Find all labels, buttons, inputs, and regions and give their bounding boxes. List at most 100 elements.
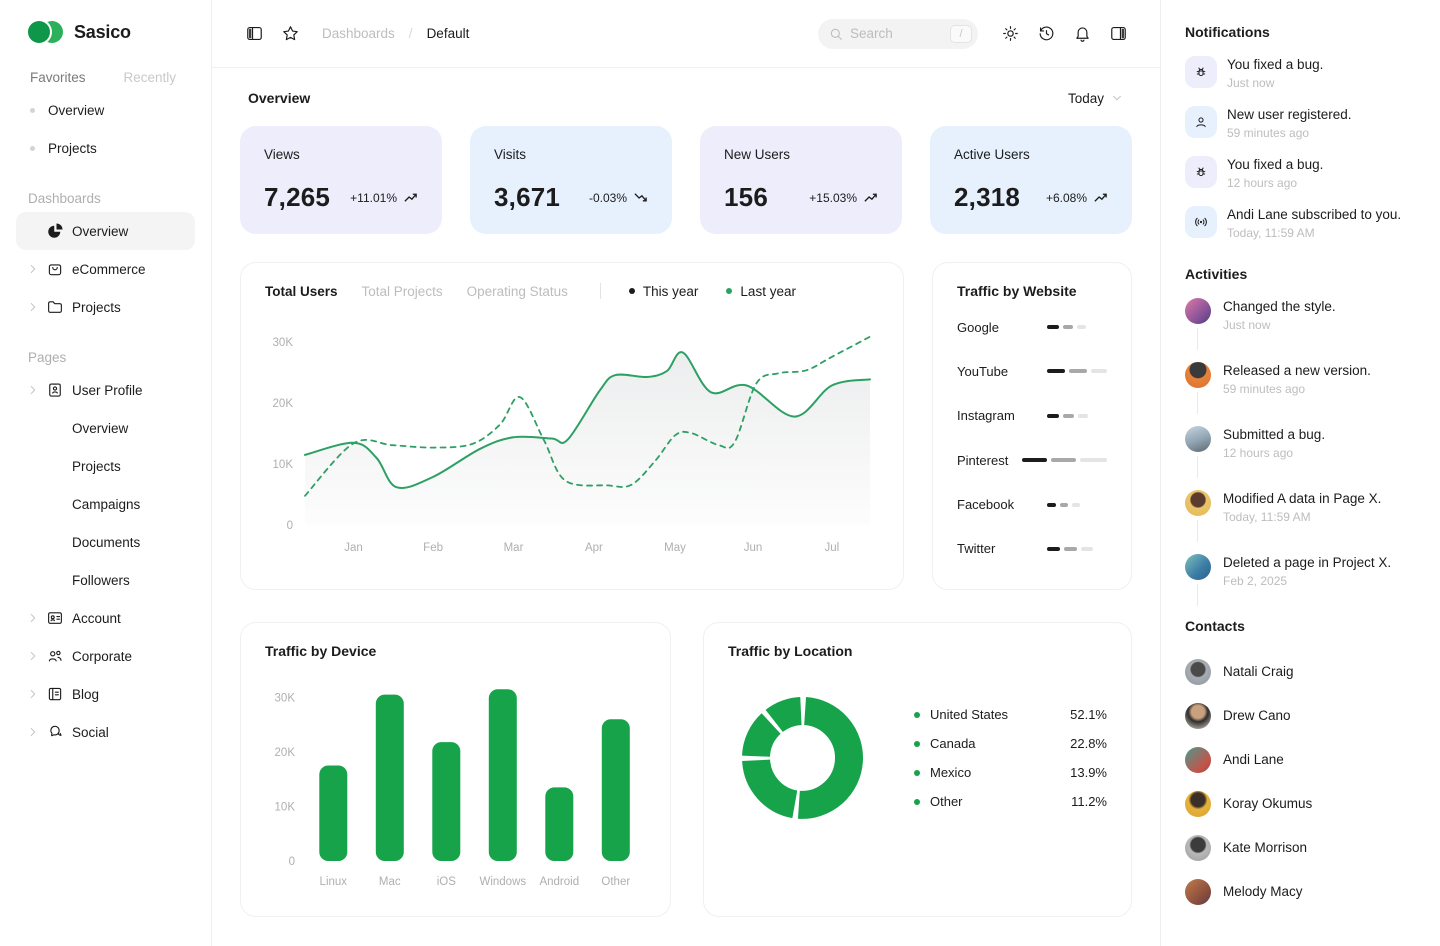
stat-card-new-users[interactable]: New Users 156 +15.03% — [700, 126, 902, 234]
segment-bars — [1047, 325, 1086, 329]
chat-bubbles-icon — [50, 725, 62, 737]
stat-card-visits[interactable]: Visits 3,671 -0.03% — [470, 126, 672, 234]
website-row-google[interactable]: Google — [957, 317, 1107, 337]
search-input[interactable] — [850, 26, 936, 41]
stat-card-active-users[interactable]: Active Users 2,318 +6.08% — [930, 126, 1132, 234]
tab-favorites[interactable]: Favorites — [30, 70, 86, 85]
activity-item[interactable]: Modified A data in Page X. Today, 11:59 A… — [1185, 490, 1416, 542]
sidebar-item-profile-followers[interactable]: Followers — [16, 561, 195, 599]
brand-name: Sasico — [74, 21, 131, 42]
svg-text:10K: 10K — [273, 459, 294, 471]
tab-operating-status[interactable]: Operating Status — [466, 283, 568, 299]
website-row-facebook[interactable]: Facebook — [957, 495, 1107, 515]
sidebar-item-profile-documents[interactable]: Documents — [16, 523, 195, 561]
svg-text:Mar: Mar — [504, 542, 524, 554]
legend-mexico: Mexico 13.9% — [914, 765, 1107, 780]
legend-dot — [726, 288, 733, 294]
history-button[interactable] — [1032, 20, 1060, 48]
trend-up-icon — [864, 193, 877, 202]
contact-koray-okumus[interactable]: Koray Okumus — [1185, 782, 1416, 826]
svg-text:Android: Android — [539, 876, 579, 888]
contact-drew-cano[interactable]: Drew Cano — [1185, 694, 1416, 738]
contact-natali-craig[interactable]: Natali Craig — [1185, 650, 1416, 694]
website-row-twitter[interactable]: Twitter — [957, 539, 1107, 559]
svg-text:iOS: iOS — [437, 876, 457, 888]
theme-toggle-button[interactable] — [996, 20, 1024, 48]
this-year-area — [305, 352, 870, 525]
tab-total-users[interactable]: Total Users — [265, 283, 338, 299]
website-row-youtube[interactable]: YouTube — [957, 361, 1107, 381]
users-icon — [48, 650, 62, 662]
contact-kate-morrison[interactable]: Kate Morrison — [1185, 826, 1416, 870]
bar-linux — [319, 765, 348, 861]
breadcrumb-default[interactable]: Default — [426, 26, 470, 41]
segment-bars — [1022, 458, 1107, 463]
search-box[interactable]: / — [818, 18, 978, 49]
svg-text:Jun: Jun — [744, 542, 763, 554]
sidebar-item-dashboards-overview[interactable]: Overview — [16, 212, 195, 250]
sidebar-item-blog[interactable]: Blog — [16, 675, 195, 713]
traffic-by-device-bar-chart: 0 10K 20K 30K Linux Mac iOS Windows Android Other — [275, 689, 630, 888]
broadcast-icon — [1185, 206, 1217, 238]
avatar — [1185, 554, 1211, 606]
sidebar-item-corporate[interactable]: Corporate — [16, 637, 195, 675]
avatar — [1185, 747, 1211, 773]
avatar — [1185, 426, 1211, 478]
activity-item[interactable]: Changed the style. Just now — [1185, 298, 1416, 350]
sidebar-item-favorite-overview[interactable]: Overview — [16, 91, 195, 129]
sidebar-item-user-profile[interactable]: User Profile — [16, 371, 195, 409]
notifications-button[interactable] — [1068, 20, 1096, 48]
nav-label: Overview — [72, 223, 129, 239]
website-row-instagram[interactable]: Instagram — [957, 406, 1107, 426]
svg-text:30K: 30K — [275, 692, 296, 704]
id-badge-icon — [49, 383, 61, 397]
star-icon — [282, 26, 298, 41]
notification-item[interactable]: Andi Lane subscribed to you. Today, 11:59… — [1185, 206, 1416, 240]
activity-item[interactable]: Submitted a bug. 12 hours ago — [1185, 426, 1416, 478]
card-title: Traffic by Website — [957, 283, 1077, 299]
notification-item[interactable]: New user registered. 59 minutes ago — [1185, 106, 1416, 140]
contacts-title: Contacts — [1185, 618, 1245, 634]
sidebar-item-profile-overview[interactable]: Overview — [16, 409, 195, 447]
stat-card-views[interactable]: Views 7,265 +11.01% — [240, 126, 442, 234]
toggle-right-sidebar-button[interactable] — [1104, 20, 1132, 48]
legend-other: Other 11.2% — [914, 794, 1107, 809]
topbar-actions — [996, 20, 1132, 48]
total-users-chart-card: Total Users Total Projects Operating Sta… — [240, 262, 904, 590]
sun-icon — [1002, 26, 1018, 41]
contact-melody-macy[interactable]: Melody Macy — [1185, 870, 1416, 914]
sidebar-item-account[interactable]: Account — [16, 599, 195, 637]
contact-andi-lane[interactable]: Andi Lane — [1185, 738, 1416, 782]
nav-label: Documents — [72, 534, 141, 550]
tab-total-projects[interactable]: Total Projects — [361, 283, 443, 299]
sidebar-item-dashboards-projects[interactable]: Projects — [16, 288, 195, 326]
main-content: Overview Today Views 7,265 +11.01% — [212, 68, 1160, 946]
tab-recently[interactable]: Recently — [123, 70, 177, 85]
sidebar-item-social[interactable]: Social — [16, 713, 195, 751]
svg-text:Jan: Jan — [344, 542, 363, 554]
breadcrumb-dashboards[interactable]: Dashboards — [322, 26, 395, 41]
this-year-line — [304, 351, 871, 489]
search-icon — [830, 28, 842, 40]
sidebar-item-profile-campaigns[interactable]: Campaigns — [16, 485, 195, 523]
notification-item[interactable]: You fixed a bug. 12 hours ago — [1185, 156, 1416, 190]
section-label-dashboards: Dashboards — [28, 191, 101, 206]
date-range-picker[interactable]: Today — [1068, 91, 1124, 106]
toggle-left-sidebar-button[interactable] — [240, 20, 268, 48]
notification-item[interactable]: You fixed a bug. Just now — [1185, 56, 1416, 90]
slice-other — [765, 697, 803, 733]
bug-icon — [1185, 56, 1217, 88]
svg-text:0: 0 — [287, 520, 293, 532]
stat-delta: -0.03% — [589, 190, 648, 205]
stat-label: Visits — [494, 147, 527, 162]
brand: Sasico — [16, 14, 195, 50]
svg-text:20K: 20K — [275, 747, 296, 759]
sidebar-item-favorite-projects[interactable]: Projects — [16, 129, 195, 167]
sidebar-item-dashboards-ecommerce[interactable]: eCommerce — [16, 250, 195, 288]
favorite-page-button[interactable] — [276, 20, 304, 48]
website-row-pinterest[interactable]: Pinterest — [957, 450, 1107, 470]
activity-item[interactable]: Released a new version. 59 minutes ago — [1185, 362, 1416, 414]
nav-label: Overview — [72, 420, 129, 436]
sidebar-item-profile-projects[interactable]: Projects — [16, 447, 195, 485]
activity-item[interactable]: Deleted a page in Project X. Feb 2, 2025 — [1185, 554, 1416, 606]
